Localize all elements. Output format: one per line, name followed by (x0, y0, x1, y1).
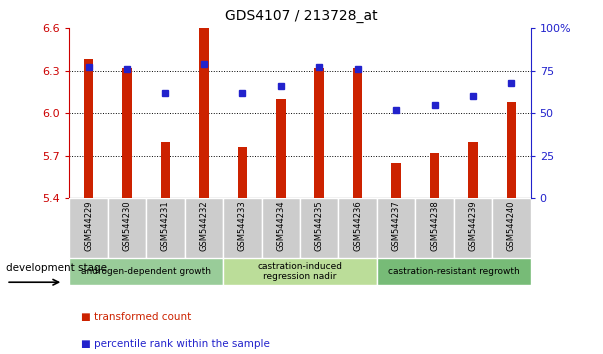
Text: GSM544232: GSM544232 (200, 200, 209, 251)
Bar (391, 163, 401, 198)
Text: ■ percentile rank within the sample: ■ percentile rank within the sample (81, 339, 270, 349)
Bar (199, 28, 209, 198)
Text: GSM544236: GSM544236 (353, 200, 362, 251)
Bar (430, 153, 440, 198)
Bar (377, 258, 531, 285)
Text: GSM544229: GSM544229 (84, 200, 93, 251)
Text: GSM544233: GSM544233 (238, 200, 247, 251)
Bar (146, 198, 185, 258)
Bar (276, 99, 286, 198)
Bar (377, 198, 415, 258)
Bar (415, 198, 453, 258)
Text: castration-induced
regression nadir: castration-induced regression nadir (257, 262, 343, 281)
Text: GSM544239: GSM544239 (469, 200, 478, 251)
Bar (338, 198, 377, 258)
Bar (238, 147, 247, 198)
Bar (454, 198, 492, 258)
Bar (262, 198, 300, 258)
Bar (84, 59, 93, 198)
Bar (492, 198, 531, 258)
Bar (300, 198, 338, 258)
Text: GSM544240: GSM544240 (507, 200, 516, 251)
Text: androgen-dependent growth: androgen-dependent growth (81, 267, 211, 276)
Bar (185, 198, 223, 258)
Text: GSM544235: GSM544235 (315, 200, 324, 251)
Text: GSM544230: GSM544230 (122, 200, 131, 251)
Bar (468, 142, 478, 198)
Text: GSM544238: GSM544238 (430, 200, 439, 251)
Bar (122, 68, 132, 198)
Text: GSM544231: GSM544231 (161, 200, 170, 251)
Text: castration-resistant regrowth: castration-resistant regrowth (388, 267, 520, 276)
Text: development stage: development stage (6, 263, 107, 273)
Text: GSM544237: GSM544237 (391, 200, 400, 251)
Bar (507, 102, 516, 198)
Bar (69, 198, 108, 258)
Bar (108, 198, 146, 258)
Text: ■ transformed count: ■ transformed count (81, 312, 192, 322)
Text: GDS4107 / 213728_at: GDS4107 / 213728_at (225, 9, 378, 23)
Bar (223, 198, 262, 258)
Bar (69, 258, 223, 285)
Text: GSM544234: GSM544234 (276, 200, 285, 251)
Bar (160, 142, 170, 198)
Bar (223, 258, 377, 285)
Bar (353, 68, 362, 198)
Bar (314, 68, 324, 198)
